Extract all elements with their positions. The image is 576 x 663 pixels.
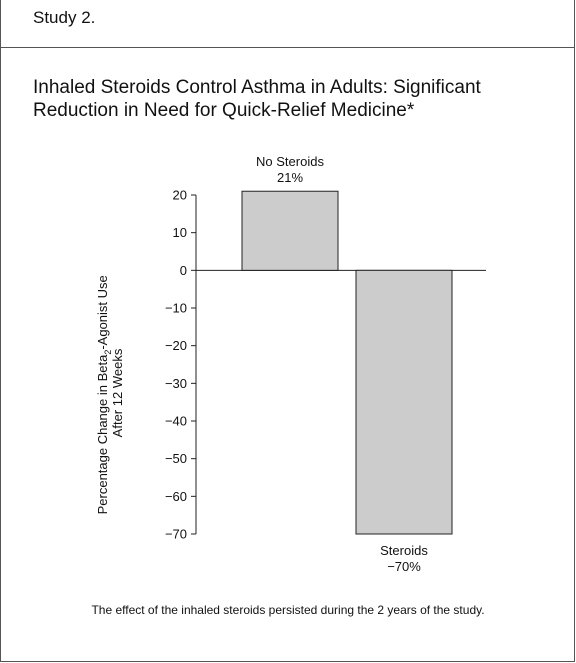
y-tick-label: −40 xyxy=(165,414,187,429)
chart-title: Inhaled Steroids Control Asthma in Adult… xyxy=(33,76,563,122)
y-tick-label: 0 xyxy=(180,263,187,278)
y-tick-label: 10 xyxy=(173,225,187,240)
y-tick-label: −50 xyxy=(165,451,187,466)
y-axis-label-line-2: After 12 Weeks xyxy=(110,348,125,437)
y-tick-label: −70 xyxy=(165,527,187,542)
study-label: Study 2. xyxy=(33,8,96,27)
y-tick-label: −30 xyxy=(165,376,187,391)
y-tick-label: −10 xyxy=(165,301,187,316)
category-label: No Steroids xyxy=(256,154,324,169)
y-tick-label: −60 xyxy=(165,489,187,504)
y-axis-label: Percentage Change in Beta2-Agonist Use A… xyxy=(95,272,125,515)
header-divider xyxy=(0,47,575,48)
chart-title-line-2: Reduction in Need for Quick-Relief Medic… xyxy=(33,100,415,121)
bar-no-steroids xyxy=(241,190,339,271)
bars xyxy=(241,190,453,535)
chart-title-line-1: Inhaled Steroids Control Asthma in Adult… xyxy=(33,77,481,98)
y-tick-label: 20 xyxy=(173,188,187,203)
y-axis-label-line-1: Percentage Change in Beta2-Agonist Use xyxy=(95,275,113,514)
value-label: −70% xyxy=(387,559,421,574)
bar-steroids xyxy=(355,269,453,535)
category-label: Steroids xyxy=(380,543,428,558)
footnote: The effect of the inhaled steroids persi… xyxy=(91,603,485,617)
value-label: 21% xyxy=(277,170,303,185)
y-tick-label: −20 xyxy=(165,338,187,353)
